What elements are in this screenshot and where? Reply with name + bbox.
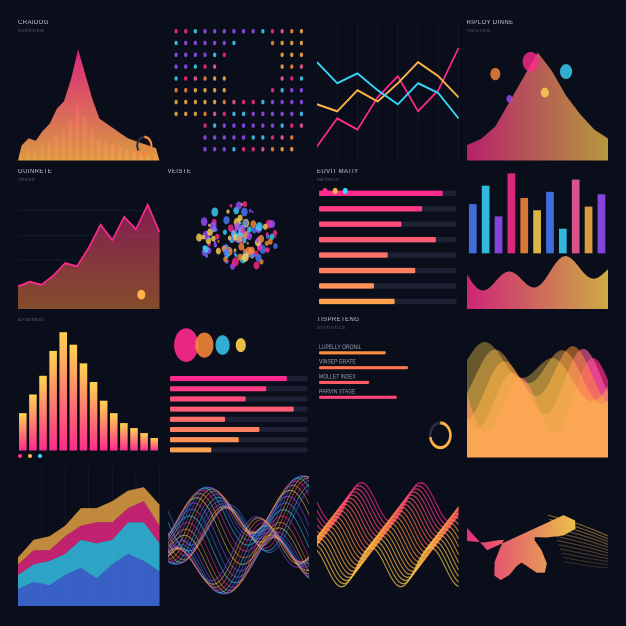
chart-blob bbox=[467, 466, 609, 607]
chart-canvas bbox=[18, 466, 160, 607]
chart-area-line: GUINRETE TREND bbox=[18, 169, 160, 310]
chart-canvas bbox=[317, 186, 459, 310]
chart-bars-stream bbox=[467, 169, 609, 310]
chart-dot-matrix bbox=[168, 20, 310, 161]
chart-bubble-area: RIPLOY DINNE ANALYSIS bbox=[467, 20, 609, 161]
chart-canvas bbox=[317, 466, 459, 607]
svg-text:VINSEP GRATE: VINSEP GRATE bbox=[319, 359, 356, 366]
chart-canvas bbox=[467, 466, 609, 607]
chart-subtitle: STATISTICS bbox=[317, 325, 459, 330]
svg-text:PARVIN STAGE: PARVIN STAGE bbox=[319, 389, 356, 396]
chart-canvas bbox=[168, 20, 310, 161]
chart-info-bars: EUVIT MATIY METRICS bbox=[317, 169, 459, 310]
svg-text:MOLLET INDEX: MOLLET INDEX bbox=[319, 374, 356, 381]
chart-text-stats: TISPRETENG STATISTICS LUPELLY ORONIL VINSEP… bbox=[317, 317, 459, 458]
chart-canvas bbox=[467, 317, 609, 458]
chart-subtitle: BANDENIG bbox=[18, 317, 160, 322]
chart-canvas bbox=[168, 466, 310, 607]
chart-line-multi bbox=[317, 20, 459, 161]
chart-gradient-bars: BANDENIG bbox=[18, 317, 160, 458]
chart-stacked-area bbox=[18, 466, 160, 607]
chart-canvas bbox=[467, 37, 609, 161]
chart-circles-bars bbox=[168, 317, 310, 458]
chart-legend bbox=[18, 454, 160, 458]
legend-dot bbox=[38, 454, 42, 458]
chart-title: TISPRETENG bbox=[317, 317, 459, 323]
chart-canvas bbox=[18, 37, 160, 161]
chart-title: VEISTE bbox=[168, 169, 310, 175]
legend-dot bbox=[18, 454, 22, 458]
chart-canvas bbox=[18, 326, 160, 451]
chart-grid: CRAIDOG OVERVIEW RIPLOY DINNE ANALYSIS GUINR… bbox=[0, 0, 626, 626]
chart-subtitle: OVERVIEW bbox=[18, 28, 160, 33]
chart-canvas bbox=[168, 317, 310, 458]
chart-area-bars: CRAIDOG OVERVIEW bbox=[18, 20, 160, 161]
chart-canvas bbox=[18, 186, 160, 310]
legend-dot bbox=[28, 454, 32, 458]
chart-canvas: LUPELLY ORONIL VINSEP GRATE MOLLET INDEX PA… bbox=[317, 334, 459, 458]
chart-subtitle: ANALYSIS bbox=[467, 28, 609, 33]
chart-subtitle: TREND bbox=[18, 177, 160, 182]
chart-canvas bbox=[467, 169, 609, 310]
chart-title: GUINRETE bbox=[18, 169, 160, 175]
chart-canvas bbox=[317, 20, 459, 161]
chart-scatter: VEISTE bbox=[168, 169, 310, 310]
chart-wave-lines bbox=[317, 466, 459, 607]
chart-ribbon bbox=[168, 466, 310, 607]
chart-title: CRAIDOG bbox=[18, 20, 160, 26]
chart-subtitle: METRICS bbox=[317, 177, 459, 182]
chart-title: RIPLOY DINNE bbox=[467, 20, 609, 26]
chart-canvas bbox=[168, 177, 310, 310]
svg-text:LUPELLY ORONIL: LUPELLY ORONIL bbox=[319, 344, 361, 351]
chart-wave-flow bbox=[467, 317, 609, 458]
chart-title: EUVIT MATIY bbox=[317, 169, 459, 175]
